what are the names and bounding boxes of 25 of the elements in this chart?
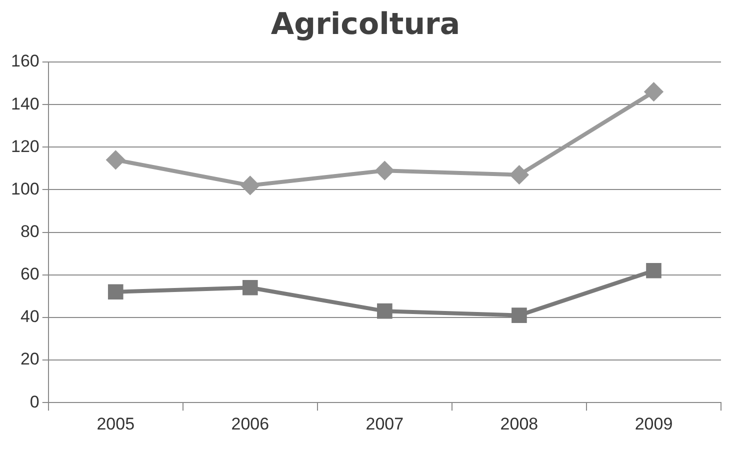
- y-tick-label: 0: [30, 392, 40, 412]
- point: [108, 284, 124, 300]
- point: [646, 262, 662, 278]
- x-tick-label: 2008: [500, 414, 538, 434]
- y-tick-label: 160: [10, 52, 40, 71]
- y-tick-label: 60: [20, 264, 40, 284]
- x-tick-label: 2007: [366, 414, 404, 434]
- point: [377, 303, 392, 319]
- point: [376, 162, 394, 180]
- x-tick-label: 2005: [96, 414, 135, 434]
- y-tick-label: 20: [20, 350, 40, 369]
- y-tick-label: 80: [20, 222, 40, 241]
- point: [241, 176, 260, 194]
- chart-title: Agricoltura: [270, 6, 460, 42]
- y-tick-label: 140: [10, 94, 40, 114]
- point: [242, 280, 258, 296]
- point: [644, 82, 663, 101]
- x-tick-label: 2009: [634, 414, 673, 434]
- point: [106, 150, 125, 169]
- point: [512, 308, 527, 323]
- x-tick-label: 2006: [231, 414, 270, 434]
- point: [510, 166, 528, 184]
- y-tick-label: 40: [20, 307, 40, 326]
- y-tick-label: 120: [10, 136, 40, 156]
- y-tick-label: 100: [10, 179, 40, 198]
